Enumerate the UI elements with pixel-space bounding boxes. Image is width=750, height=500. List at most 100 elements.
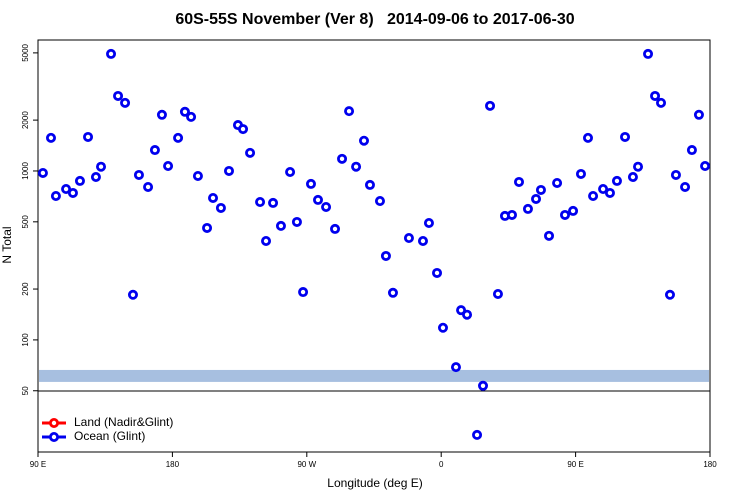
point: [245, 147, 256, 158]
point: [575, 168, 586, 179]
point: [535, 184, 546, 195]
point: [90, 172, 101, 183]
y-tick-label: 200: [21, 282, 30, 296]
point: [656, 97, 667, 108]
point: [337, 153, 348, 164]
point: [514, 176, 525, 187]
x-tick-label: 180: [166, 460, 180, 469]
point: [179, 106, 190, 117]
point: [208, 192, 219, 203]
point: [380, 250, 391, 261]
point: [604, 187, 615, 198]
point: [364, 179, 375, 190]
point: [344, 106, 355, 117]
point: [531, 193, 542, 204]
x-tick-label: 90 E: [567, 460, 583, 469]
point: [633, 161, 644, 172]
point: [568, 205, 579, 216]
point: [330, 223, 341, 234]
plot-frame: [37, 39, 711, 453]
point: [83, 131, 94, 142]
point: [261, 235, 272, 246]
point: [305, 178, 316, 189]
x-tick-label: 0: [439, 460, 444, 469]
point: [403, 233, 414, 244]
legend-marker: [49, 431, 60, 442]
point: [485, 100, 496, 111]
point: [127, 289, 138, 300]
point: [670, 169, 681, 180]
point: [686, 145, 697, 156]
point: [462, 309, 473, 320]
y-tick-label: 100: [21, 333, 30, 347]
point: [643, 48, 654, 59]
point: [423, 218, 434, 229]
point: [358, 135, 369, 146]
point: [215, 202, 226, 213]
y-tick-label: 1000: [21, 162, 30, 180]
point: [163, 161, 174, 172]
point: [156, 109, 167, 120]
point: [298, 287, 309, 298]
point: [74, 175, 85, 186]
y-tick-label: 500: [21, 215, 30, 229]
point: [120, 97, 131, 108]
point: [223, 165, 234, 176]
point: [37, 167, 48, 178]
point: [351, 161, 362, 172]
point: [598, 184, 609, 195]
point: [143, 181, 154, 192]
x-tick-label: 90 W: [297, 460, 316, 469]
point: [450, 362, 461, 373]
point: [96, 161, 107, 172]
point: [472, 429, 483, 440]
point: [492, 288, 503, 299]
legend-label: Land (Nadir&Glint): [74, 415, 173, 429]
band: [39, 369, 709, 382]
point: [186, 111, 197, 122]
point: [582, 132, 593, 143]
point: [522, 203, 533, 214]
point: [50, 190, 61, 201]
point: [588, 190, 599, 201]
point: [559, 209, 570, 220]
y-tick-label: 2000: [21, 111, 30, 129]
point: [192, 170, 203, 181]
point: [700, 161, 711, 172]
y-tick-label: 50: [21, 386, 30, 395]
y-tick-label: 5000: [21, 43, 30, 61]
point: [268, 197, 279, 208]
point: [506, 209, 517, 220]
point: [238, 124, 249, 135]
point: [437, 322, 448, 333]
point: [149, 145, 160, 156]
legend-label: Ocean (Glint): [74, 429, 145, 443]
point: [417, 235, 428, 246]
point: [173, 132, 184, 143]
x-axis-label: Longitude (deg E): [327, 476, 422, 490]
point: [106, 48, 117, 59]
point: [202, 222, 213, 233]
x-tick-label: 180: [703, 460, 717, 469]
point: [544, 230, 555, 241]
chart-title: 60S-55S November (Ver 8) 2014-09-06 to 2…: [175, 11, 574, 28]
point: [255, 197, 266, 208]
point: [312, 194, 323, 205]
y-axis-label: N Total: [0, 226, 14, 263]
point: [113, 90, 124, 101]
point: [620, 131, 631, 142]
point: [693, 109, 704, 120]
point: [432, 267, 443, 278]
point: [285, 167, 296, 178]
point: [133, 169, 144, 180]
point: [650, 90, 661, 101]
point: [67, 187, 78, 198]
point: [387, 287, 398, 298]
point: [680, 181, 691, 192]
x-tick-label: 90 E: [30, 460, 46, 469]
legend-marker: [49, 417, 60, 428]
point: [478, 380, 489, 391]
point: [374, 196, 385, 207]
